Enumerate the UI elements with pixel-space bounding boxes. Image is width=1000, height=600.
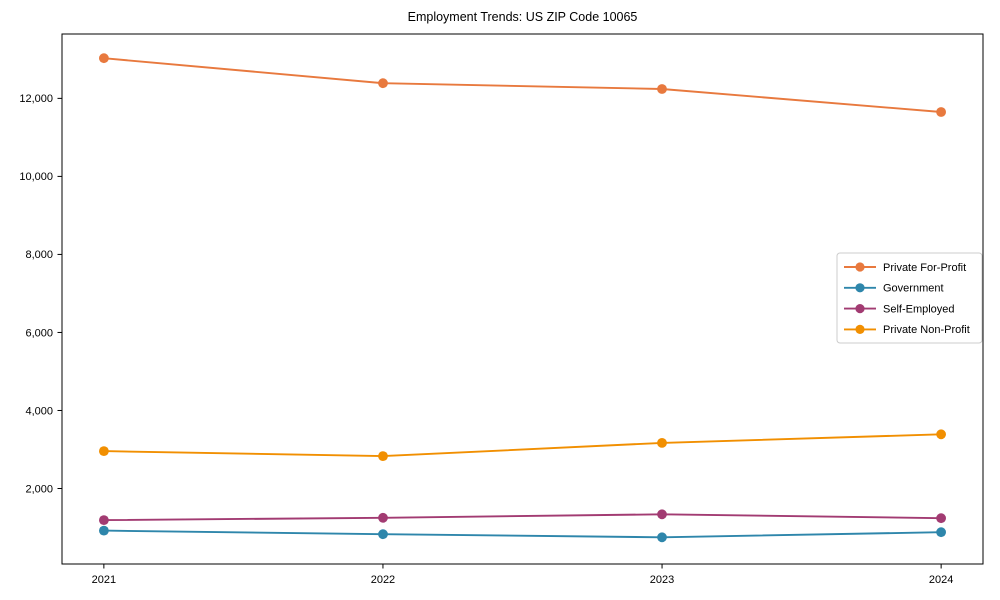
legend-marker-dot — [855, 262, 865, 272]
legend-item-government: Government — [844, 283, 944, 295]
legend-item-label: Private Non-Profit — [883, 324, 970, 336]
legend-marker-dot — [855, 283, 865, 293]
data-point-marker — [936, 107, 946, 117]
legend-item-label: Government — [883, 283, 944, 295]
legend: Private For-Profit Government Self-Employe… — [836, 252, 983, 344]
legend-marker-dot — [855, 324, 865, 334]
series-line — [102, 433, 943, 458]
y-tick-label: 6,000 — [25, 327, 53, 339]
series-private-non-profit — [99, 429, 946, 461]
plot-border — [61, 33, 984, 565]
series-line — [102, 57, 943, 113]
y-tick-label: 12,000 — [19, 93, 53, 105]
data-point-marker — [378, 529, 388, 540]
legend-item-label: Self-Employed — [883, 303, 955, 315]
data-point-marker — [936, 513, 946, 524]
x-tick-label: 2023 — [650, 574, 674, 586]
data-point-marker — [378, 78, 388, 89]
series-self-employed — [99, 509, 946, 525]
legend-item-private-non-profit: Private Non-Profit — [844, 324, 970, 336]
data-point-marker — [99, 525, 109, 536]
data-point-marker — [657, 509, 667, 520]
data-point-marker — [378, 451, 388, 461]
x-tick-label: 2021 — [92, 574, 116, 586]
data-point-marker — [936, 527, 946, 538]
data-point-marker — [99, 515, 109, 525]
data-point-marker — [99, 446, 109, 456]
series-private-for-profit — [99, 53, 946, 117]
y-tick-label: 4,000 — [25, 405, 53, 417]
chart-title: Employment Trends: US ZIP Code 10065 — [407, 10, 638, 24]
series-government — [99, 525, 946, 543]
data-point-marker — [657, 438, 667, 448]
series-line — [102, 513, 943, 522]
legend-item-private-for-profit: Private For-Profit — [844, 262, 966, 274]
data-point-marker — [657, 532, 667, 543]
y-tick-label: 10,000 — [19, 171, 53, 183]
data-point-marker — [378, 512, 388, 523]
data-point-marker — [99, 53, 109, 64]
legend-marker-dot — [855, 304, 865, 314]
y-tick-label: 2,000 — [25, 483, 53, 495]
legend-item-self-employed: Self-Employed — [844, 303, 955, 315]
legend-box — [836, 252, 983, 344]
legend-item-label: Private For-Profit — [883, 262, 966, 274]
y-tick-label: 8,000 — [25, 249, 53, 261]
data-point-marker — [936, 429, 946, 440]
series-line — [102, 529, 943, 539]
x-tick-label: 2024 — [929, 574, 953, 586]
x-tick-label: 2022 — [371, 574, 395, 586]
data-point-marker — [657, 84, 667, 94]
